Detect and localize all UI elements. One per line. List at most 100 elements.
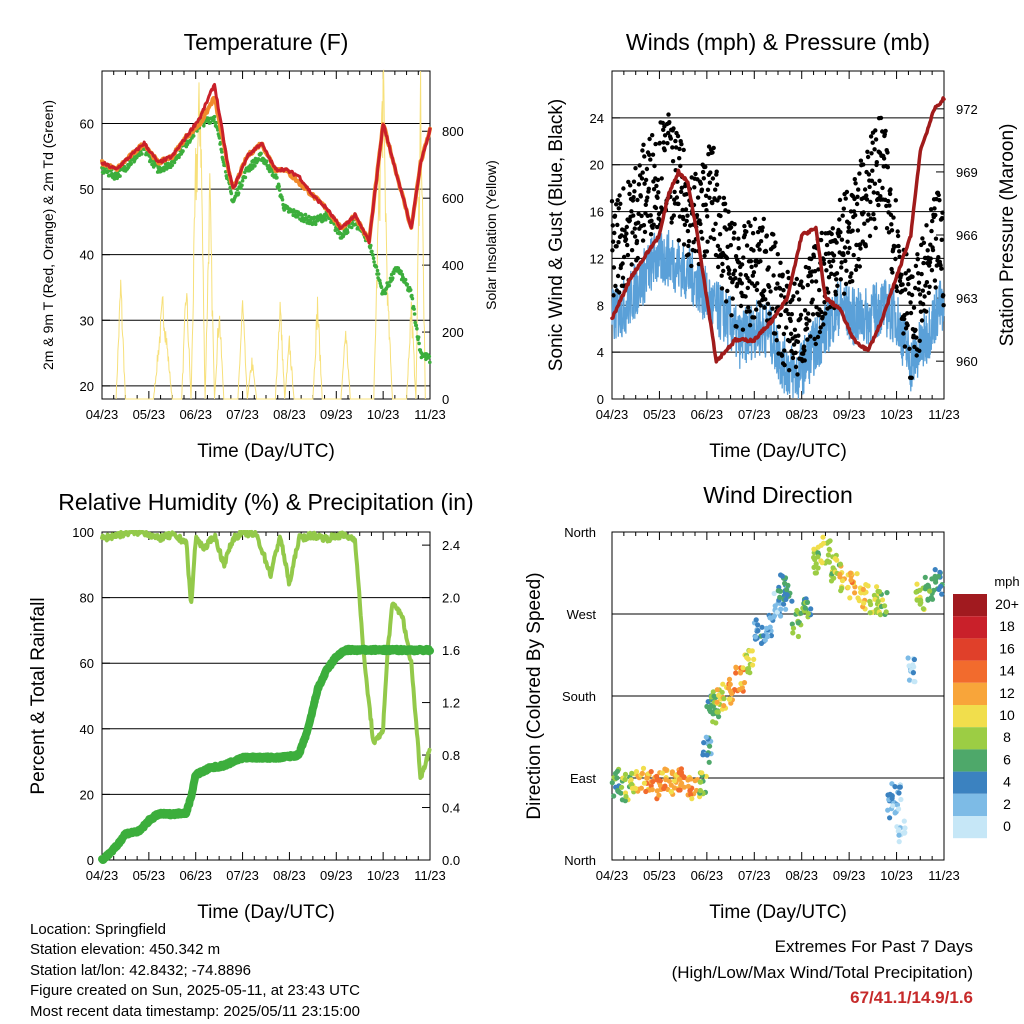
gust-point — [684, 218, 689, 224]
gust-point — [903, 287, 908, 292]
legend-label: 12 — [999, 685, 1015, 701]
gust-point — [772, 244, 777, 249]
gust-point — [654, 183, 659, 189]
x-tick-label: 10/23 — [367, 868, 400, 883]
dewpoint-point — [323, 214, 328, 218]
gust-point — [849, 271, 854, 276]
gust-point — [793, 364, 799, 370]
dewpoint-point — [324, 217, 328, 222]
gust-point — [833, 292, 839, 297]
gust-point — [817, 329, 823, 335]
gust-point — [679, 142, 684, 147]
gust-point — [739, 290, 744, 295]
dewpoint-point — [277, 184, 281, 189]
gust-point — [768, 289, 773, 294]
direction-point — [875, 588, 881, 594]
gust-point — [853, 213, 858, 218]
y2-tick-label: 200 — [442, 325, 464, 340]
x-tick-label: 06/23 — [179, 868, 212, 883]
direction-point — [720, 681, 726, 687]
gust-point — [677, 156, 682, 161]
direction-point — [785, 582, 791, 588]
gust-point — [717, 247, 722, 252]
gust-point — [668, 136, 673, 141]
direction-point — [778, 613, 784, 619]
gust-point — [900, 282, 905, 287]
gust-point — [707, 195, 712, 200]
gust-point — [878, 115, 884, 121]
gust-point — [684, 192, 689, 197]
gust-point — [620, 275, 626, 280]
gust-point — [887, 191, 893, 197]
direction-point — [914, 581, 920, 587]
dewpoint-point — [162, 168, 166, 173]
gust-point — [750, 273, 755, 278]
gust-point — [841, 206, 846, 211]
y2-tick-label: 1.2 — [442, 696, 460, 711]
y-tick-label: 40 — [80, 722, 94, 737]
direction-point — [883, 609, 889, 615]
direction-point — [781, 601, 787, 607]
direction-point — [622, 771, 629, 778]
direction-point — [676, 776, 683, 782]
gust-point — [842, 291, 847, 296]
gust-point — [635, 197, 640, 203]
y2-tick-label: 600 — [442, 191, 464, 206]
direction-point — [939, 591, 945, 597]
direction-point — [790, 630, 796, 636]
gust-point — [630, 230, 635, 235]
gust-point — [804, 321, 809, 327]
gust-point — [812, 269, 818, 274]
gust-point — [632, 226, 637, 231]
direction-point — [808, 606, 814, 612]
gust-point — [724, 299, 729, 304]
direction-point — [811, 564, 817, 571]
x-tick-label: 07/23 — [738, 868, 771, 883]
gust-point — [639, 176, 645, 181]
gust-point — [932, 206, 937, 211]
gust-point — [661, 140, 666, 145]
dewpoint-point — [239, 186, 243, 190]
direction-point — [639, 770, 645, 777]
dewpoint-point — [280, 195, 284, 199]
direction-point — [847, 595, 853, 601]
gust-point — [804, 326, 810, 331]
dewpoint-point — [371, 253, 375, 257]
direction-point — [865, 583, 871, 589]
gust-point — [635, 255, 640, 261]
gust-point — [895, 233, 901, 239]
direction-point — [721, 703, 727, 709]
direction-point — [716, 692, 722, 699]
gust-point — [799, 279, 804, 284]
direction-point — [678, 782, 684, 788]
gust-point — [649, 218, 654, 223]
gust-point — [756, 242, 761, 247]
gust-point — [711, 236, 717, 242]
dewpoint-point — [349, 225, 354, 230]
direction-point — [777, 594, 783, 600]
gust-point — [752, 216, 758, 222]
y-tick-label: 20 — [80, 379, 94, 394]
x-tick-label: 08/23 — [273, 868, 306, 883]
gust-point — [612, 230, 617, 236]
direction-point — [892, 784, 898, 790]
gust-point — [751, 248, 756, 253]
gust-point — [787, 339, 792, 344]
gust-point — [917, 292, 923, 297]
gust-point — [700, 169, 706, 175]
gust-point — [614, 244, 619, 249]
gust-point — [615, 222, 620, 228]
direction-point — [753, 617, 759, 623]
gust-point — [790, 355, 796, 361]
direction-point — [875, 598, 881, 605]
gust-point — [616, 240, 621, 245]
gust-point — [800, 285, 806, 290]
location-text: Location: Springfield — [30, 921, 166, 938]
gust-point — [681, 242, 687, 247]
gust-point — [611, 293, 616, 298]
x-tick-label: 07/23 — [226, 868, 259, 883]
gust-point — [639, 213, 644, 219]
gust-point — [939, 237, 944, 242]
x-tick-label: 09/23 — [320, 868, 353, 883]
gust-point — [813, 279, 819, 284]
